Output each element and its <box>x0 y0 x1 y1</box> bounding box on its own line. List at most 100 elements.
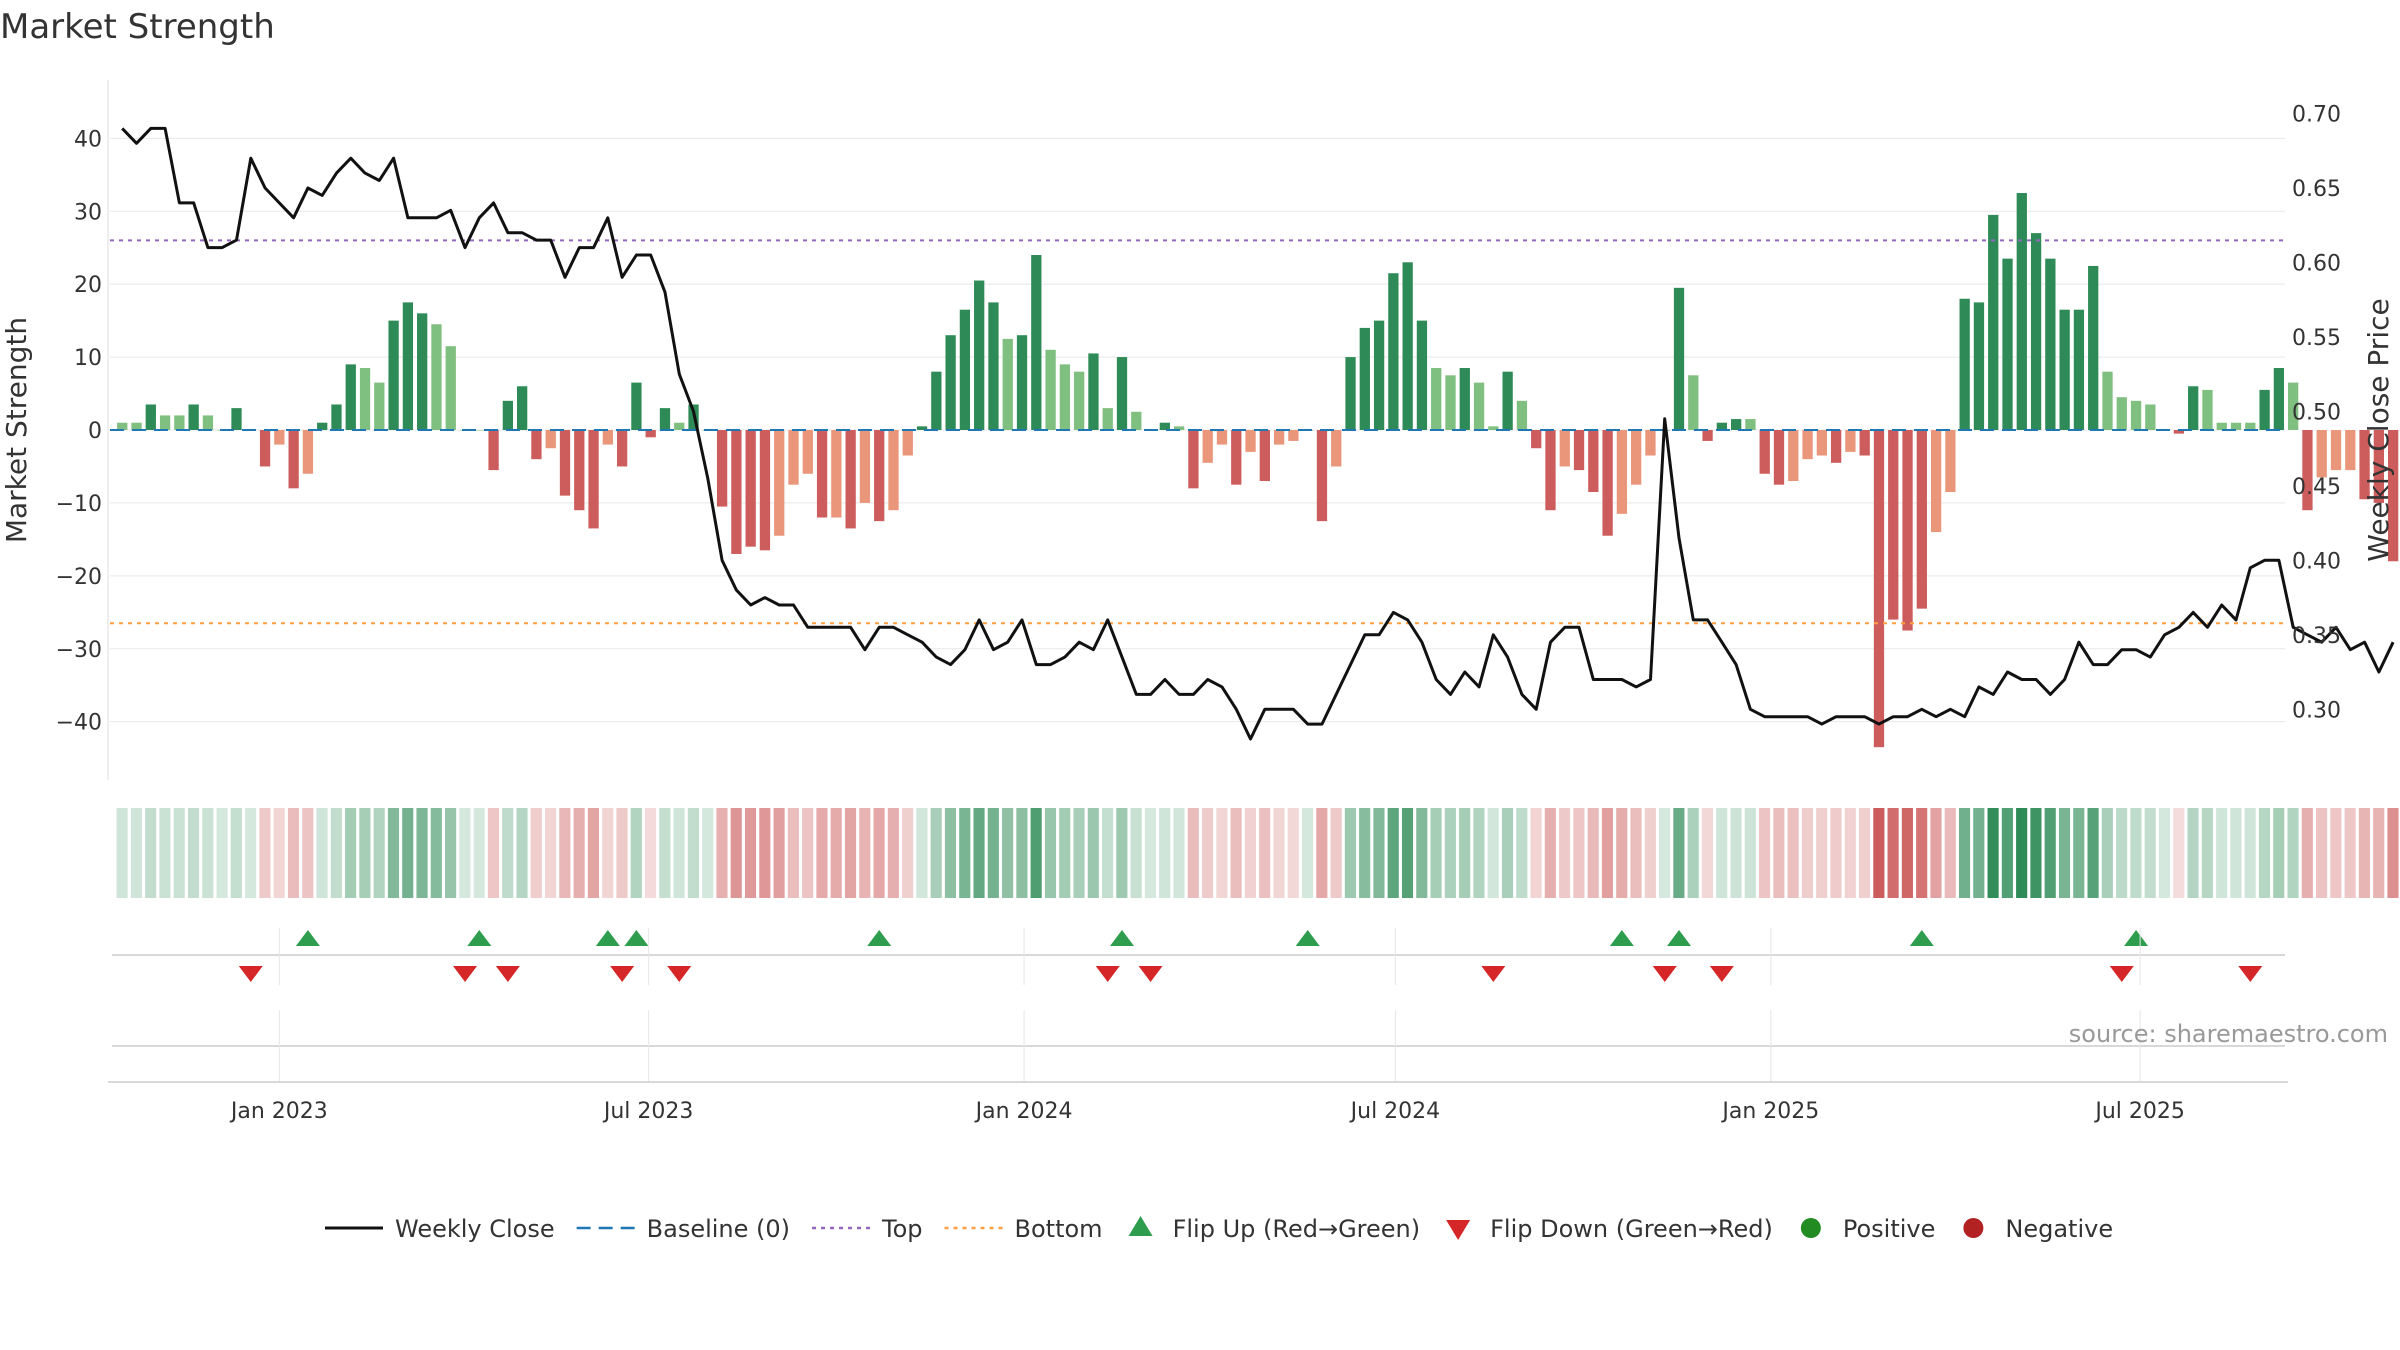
heat-cell <box>2087 808 2099 898</box>
flip-up-marker <box>595 930 620 946</box>
strength-bar <box>2202 389 2213 430</box>
heat-cell <box>1659 808 1671 898</box>
flip-up-marker <box>1110 930 1135 946</box>
strength-bar <box>1888 430 1899 620</box>
heat-cell <box>1316 808 1328 898</box>
legend-item: Flip Down (Green→Red) <box>1446 1215 1773 1243</box>
legend-label: Flip Down (Green→Red) <box>1490 1215 1773 1243</box>
heat-cell <box>573 808 585 898</box>
heat-cell <box>1858 808 1871 898</box>
strength-bar <box>1988 214 1999 430</box>
strength-bar <box>1773 430 1785 485</box>
heat-cell <box>430 808 442 898</box>
strength-bar <box>2002 258 2013 430</box>
heat-cell <box>187 808 200 898</box>
heat-cell <box>1430 808 1442 898</box>
strength-bar <box>1816 430 1827 456</box>
strength-bar <box>1445 375 1456 430</box>
right-tick-label: 0.70 <box>2292 103 2341 128</box>
strength-bar <box>2030 233 2042 430</box>
heat-cell <box>816 808 828 898</box>
heat-cell <box>2230 808 2242 898</box>
left-tick-label: −30 <box>56 638 102 663</box>
heat-cell <box>2158 808 2171 898</box>
heat-cell <box>1687 808 1699 898</box>
heat-cell <box>530 808 542 898</box>
strength-bar <box>1930 430 1942 533</box>
strength-bar <box>1373 320 1385 430</box>
flip-down-marker <box>2238 966 2263 982</box>
strength-bar <box>1973 302 1985 430</box>
flip-up-marker <box>295 930 320 946</box>
strength-bar <box>1288 430 1299 441</box>
strength-bar <box>845 430 856 529</box>
heat-cell <box>673 808 685 898</box>
heat-cell <box>2116 808 2128 898</box>
strength-bar <box>1102 408 1113 430</box>
heat-cell <box>902 808 914 898</box>
heat-cell <box>744 808 757 898</box>
strength-bar <box>131 422 142 430</box>
strength-bar <box>202 415 214 430</box>
strength-bar <box>1416 320 1428 430</box>
strength-bar <box>2016 193 2027 430</box>
strength-bar <box>1316 430 1328 522</box>
strength-bar <box>674 422 685 430</box>
strength-bar <box>1116 357 1128 430</box>
heat-cell <box>1887 808 1899 898</box>
heat-cell <box>959 808 971 898</box>
strength-bar <box>1873 430 1885 748</box>
heat-cell <box>1616 808 1628 898</box>
heat-cell <box>130 808 142 898</box>
strength-bar <box>2188 386 2199 430</box>
strength-bar <box>816 430 828 518</box>
heat-cell <box>2187 808 2199 898</box>
strength-bar <box>1945 430 1956 492</box>
strength-bar <box>1473 382 1485 430</box>
heat-cell <box>2201 808 2213 898</box>
strength-bar <box>1631 430 1642 485</box>
strength-bar <box>302 430 314 474</box>
flip-down-marker <box>1709 966 1734 982</box>
right-tick-label: 0.40 <box>2292 549 2341 574</box>
strength-bar <box>2230 422 2242 430</box>
strength-bar <box>731 430 742 554</box>
strength-bar <box>1845 430 1856 452</box>
strength-bars <box>117 193 2399 748</box>
right-tick-label: 0.60 <box>2292 251 2341 276</box>
heat-cell <box>2330 808 2342 898</box>
legend-label: Positive <box>1843 1215 1936 1243</box>
heat-cell <box>916 808 928 898</box>
legend-label: Baseline (0) <box>647 1215 790 1243</box>
legend-item: Positive <box>1800 1215 1936 1243</box>
heat-cell <box>559 808 571 898</box>
strength-bar <box>1588 430 1599 492</box>
heat-cell <box>730 808 742 898</box>
strength-bar <box>1431 368 1442 430</box>
strength-bar <box>274 430 285 445</box>
left-tick-label: 10 <box>74 346 102 371</box>
weekly-close-line <box>121 126 2395 741</box>
left-tick-label: −20 <box>56 565 102 590</box>
heat-cell <box>773 808 785 898</box>
heat-cell <box>1416 808 1428 898</box>
strength-bar <box>1516 400 1528 430</box>
strength-bar <box>1716 422 1728 430</box>
strength-bar <box>1345 357 1356 430</box>
strength-bar <box>959 309 971 430</box>
heat-cell <box>1230 808 1242 898</box>
strength-bar <box>1045 349 1056 430</box>
strength-bar <box>345 364 356 430</box>
heat-cell <box>2273 808 2285 898</box>
heat-cell <box>230 808 242 898</box>
right-axis: 0.70 0.65 0.60 0.55 0.50 0.45 0.40 0.35 0.30 Week… <box>2292 103 2395 724</box>
heat-cell <box>487 808 500 898</box>
right-tick-label: 0.35 <box>2292 624 2341 649</box>
heat-cell <box>1330 808 1342 898</box>
heat-cell <box>844 808 857 898</box>
legend: Weekly Close Baseline (0) Top Bottom Flip Up… <box>325 1215 2113 1243</box>
strength-bar <box>945 335 956 430</box>
flip-markers-panel <box>112 930 2285 982</box>
heat-cell <box>545 808 557 898</box>
flip-up-marker <box>1295 930 1320 946</box>
